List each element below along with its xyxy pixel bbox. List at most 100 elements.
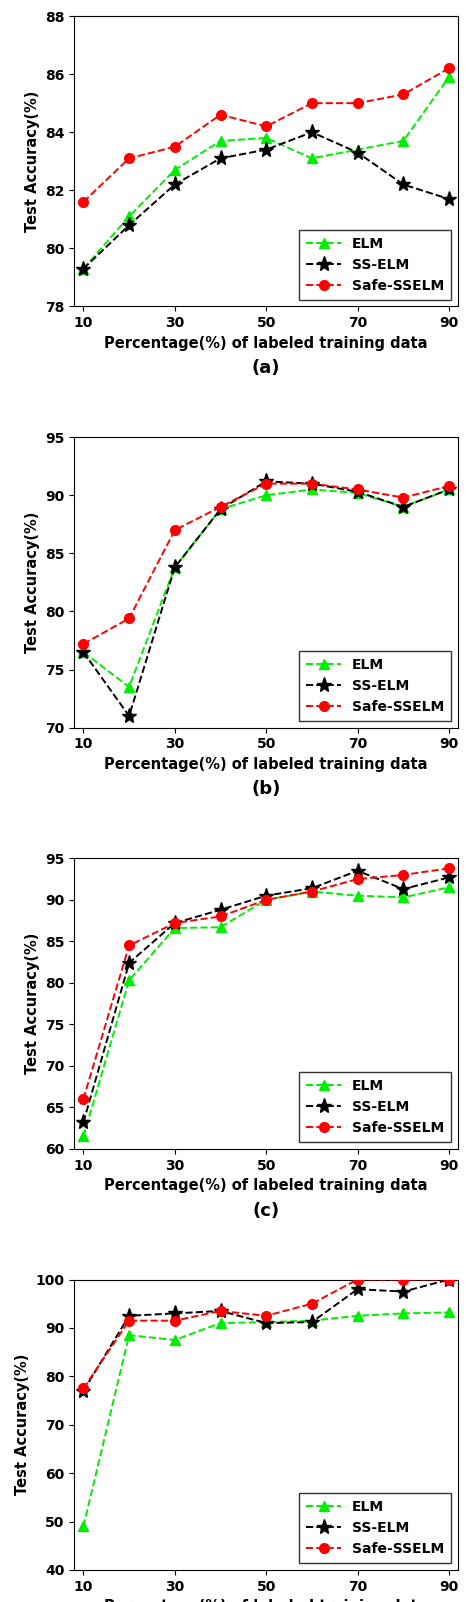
- Line: ELM: ELM: [79, 1307, 454, 1532]
- X-axis label: Percentage(%) of labeled training data: Percentage(%) of labeled training data: [104, 756, 428, 772]
- Safe-SSELM: [81, 634, 86, 654]
- ELM: [81, 1517, 86, 1536]
- Line: SS-ELM: SS-ELM: [76, 125, 456, 277]
- Line: SS-ELM: SS-ELM: [76, 863, 456, 1129]
- Line: Safe-SSELM: Safe-SSELM: [79, 863, 454, 1104]
- ELM: [446, 481, 452, 500]
- Legend: ELM, SS-ELM, Safe-SSELM: ELM, SS-ELM, Safe-SSELM: [299, 229, 451, 300]
- ELM: [401, 888, 406, 907]
- ELM: [401, 131, 406, 151]
- Legend: ELM, SS-ELM, Safe-SSELM: ELM, SS-ELM, Safe-SSELM: [299, 1072, 451, 1142]
- ELM: [264, 891, 269, 910]
- Safe-SSELM: [264, 891, 269, 910]
- ELM: [81, 1126, 86, 1145]
- SS-ELM: [81, 1113, 86, 1133]
- Line: Safe-SSELM: Safe-SSELM: [79, 64, 454, 207]
- SS-ELM: [126, 953, 132, 972]
- Safe-SSELM: [446, 1270, 452, 1290]
- Safe-SSELM: [264, 117, 269, 136]
- Safe-SSELM: [126, 609, 132, 628]
- Safe-SSELM: [126, 936, 132, 955]
- ELM: [446, 67, 452, 87]
- Safe-SSELM: [309, 883, 315, 902]
- Safe-SSELM: [218, 907, 223, 926]
- Safe-SSELM: [401, 1270, 406, 1290]
- ELM: [126, 1325, 132, 1344]
- SS-ELM: [264, 1314, 269, 1333]
- Safe-SSELM: [401, 85, 406, 104]
- SS-ELM: [126, 706, 132, 726]
- SS-ELM: [309, 878, 315, 897]
- Safe-SSELM: [309, 1294, 315, 1314]
- Safe-SSELM: [446, 476, 452, 495]
- SS-ELM: [309, 474, 315, 493]
- Safe-SSELM: [218, 106, 223, 125]
- SS-ELM: [172, 557, 178, 577]
- Safe-SSELM: [401, 865, 406, 884]
- Legend: ELM, SS-ELM, Safe-SSELM: ELM, SS-ELM, Safe-SSELM: [299, 1493, 451, 1564]
- SS-ELM: [309, 123, 315, 143]
- ELM: [172, 1330, 178, 1349]
- Safe-SSELM: [218, 1301, 223, 1320]
- ELM: [218, 131, 223, 151]
- Safe-SSELM: [172, 913, 178, 932]
- Legend: ELM, SS-ELM, Safe-SSELM: ELM, SS-ELM, Safe-SSELM: [299, 650, 451, 721]
- ELM: [218, 918, 223, 937]
- Safe-SSELM: [401, 489, 406, 508]
- Safe-SSELM: [172, 1310, 178, 1330]
- ELM: [218, 500, 223, 519]
- Safe-SSELM: [446, 859, 452, 878]
- Safe-SSELM: [126, 149, 132, 168]
- Line: SS-ELM: SS-ELM: [76, 474, 456, 724]
- Safe-SSELM: [355, 481, 360, 500]
- Y-axis label: Test Accuracy(%): Test Accuracy(%): [25, 932, 39, 1075]
- Safe-SSELM: [264, 474, 269, 493]
- Text: (a): (a): [252, 359, 281, 376]
- ELM: [126, 678, 132, 697]
- SS-ELM: [446, 189, 452, 208]
- SS-ELM: [218, 500, 223, 519]
- Safe-SSELM: [218, 497, 223, 516]
- ELM: [81, 260, 86, 279]
- SS-ELM: [264, 471, 269, 490]
- SS-ELM: [355, 482, 360, 501]
- ELM: [172, 918, 178, 937]
- ELM: [264, 485, 269, 505]
- SS-ELM: [355, 143, 360, 162]
- Safe-SSELM: [81, 192, 86, 211]
- SS-ELM: [218, 900, 223, 920]
- Y-axis label: Test Accuracy(%): Test Accuracy(%): [15, 1354, 30, 1495]
- Text: (c): (c): [253, 1202, 280, 1219]
- SS-ELM: [401, 497, 406, 516]
- SS-ELM: [309, 1312, 315, 1331]
- Safe-SSELM: [81, 1379, 86, 1399]
- ELM: [218, 1314, 223, 1333]
- ELM: [172, 160, 178, 179]
- Line: SS-ELM: SS-ELM: [76, 1272, 456, 1399]
- Safe-SSELM: [355, 1270, 360, 1290]
- ELM: [446, 878, 452, 897]
- SS-ELM: [81, 642, 86, 662]
- Safe-SSELM: [446, 59, 452, 78]
- SS-ELM: [355, 862, 360, 881]
- SS-ELM: [401, 175, 406, 194]
- Line: ELM: ELM: [79, 72, 454, 274]
- SS-ELM: [172, 1304, 178, 1323]
- Safe-SSELM: [172, 138, 178, 157]
- Safe-SSELM: [355, 870, 360, 889]
- ELM: [172, 557, 178, 577]
- ELM: [355, 139, 360, 159]
- Safe-SSELM: [172, 521, 178, 540]
- SS-ELM: [264, 139, 269, 159]
- Safe-SSELM: [309, 474, 315, 493]
- Safe-SSELM: [264, 1306, 269, 1325]
- Safe-SSELM: [126, 1310, 132, 1330]
- Safe-SSELM: [81, 1089, 86, 1109]
- ELM: [126, 207, 132, 226]
- SS-ELM: [401, 879, 406, 899]
- Safe-SSELM: [355, 93, 360, 112]
- SS-ELM: [126, 1306, 132, 1325]
- Safe-SSELM: [309, 93, 315, 112]
- ELM: [446, 1302, 452, 1322]
- ELM: [401, 497, 406, 516]
